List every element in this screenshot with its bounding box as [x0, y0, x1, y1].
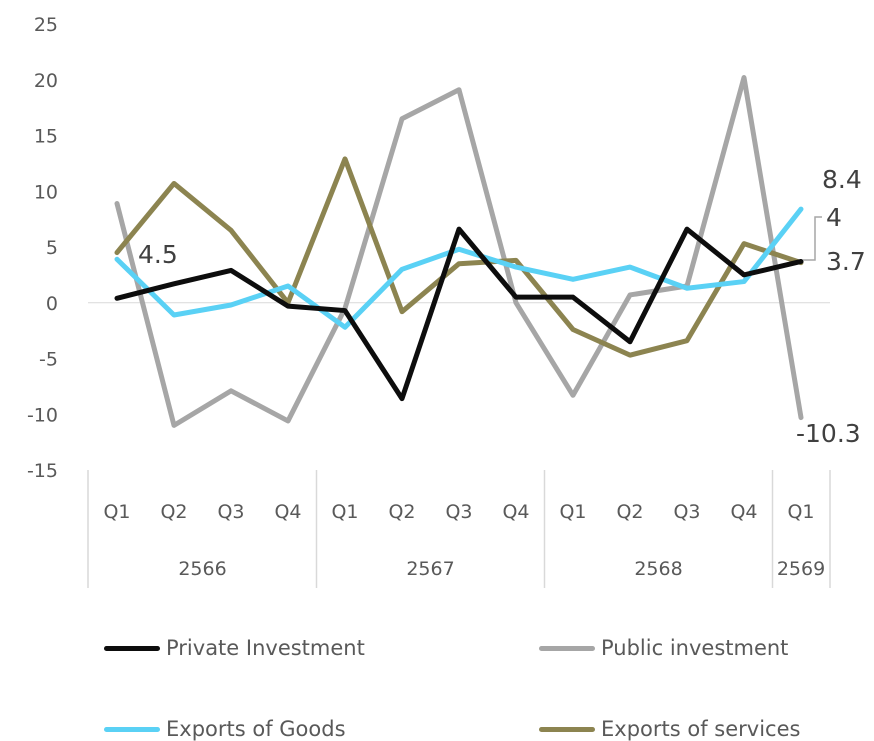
series-line-exports-of-services: [114, 156, 804, 358]
x-tick-label: Q1: [331, 501, 358, 523]
x-tick-label: Q1: [787, 501, 814, 523]
x-group-label: 2568: [634, 558, 682, 580]
x-tick-label: Q3: [673, 501, 700, 523]
x-tick-label: Q4: [730, 501, 757, 523]
y-tick-label: 25: [34, 14, 58, 36]
data-label: 4.5: [138, 240, 178, 269]
series-line-private-investment: [114, 226, 804, 402]
y-tick-label: 5: [46, 237, 58, 259]
data-label: 4: [826, 203, 842, 232]
data-label: 3.7: [826, 247, 866, 276]
x-group-label: 2566: [178, 558, 226, 580]
x-group-label: 2569: [777, 558, 825, 580]
data-label: -10.3: [796, 419, 861, 448]
y-tick-label: 15: [34, 126, 58, 148]
y-tick-label: -5: [39, 349, 58, 371]
series-line-exports-of-goods: [114, 206, 804, 330]
x-group-label: 2567: [406, 558, 454, 580]
y-axis-ticks: 25 20 15 10 5 0 -5 -10 -15: [27, 14, 58, 482]
x-tick-label: Q2: [160, 501, 187, 523]
y-tick-label: -10: [27, 404, 58, 426]
x-tick-label: Q1: [559, 501, 586, 523]
x-tick-label: Q4: [502, 501, 529, 523]
x-tick-label: Q2: [388, 501, 415, 523]
x-tick-label: Q2: [616, 501, 643, 523]
y-tick-label: 20: [34, 70, 58, 92]
y-tick-label: 0: [46, 293, 58, 315]
x-tick-label: Q3: [445, 501, 472, 523]
data-label: 8.4: [822, 165, 862, 194]
data-labels: 4.5 8.4 4 3.7 -10.3: [138, 165, 866, 448]
x-tick-label: Q1: [103, 501, 130, 523]
y-tick-label: -15: [27, 460, 58, 482]
y-tick-label: 10: [34, 181, 58, 203]
x-tick-label: Q4: [274, 501, 301, 523]
label-leader-line: [803, 216, 822, 261]
x-tick-label: Q3: [217, 501, 244, 523]
series-lines: [114, 75, 804, 428]
x-axis: Q1 Q2 Q3 Q4 Q1 Q2 Q3 Q4 Q1 Q2 Q3 Q4 Q1 2566 2567 2568 25…: [87, 470, 831, 588]
